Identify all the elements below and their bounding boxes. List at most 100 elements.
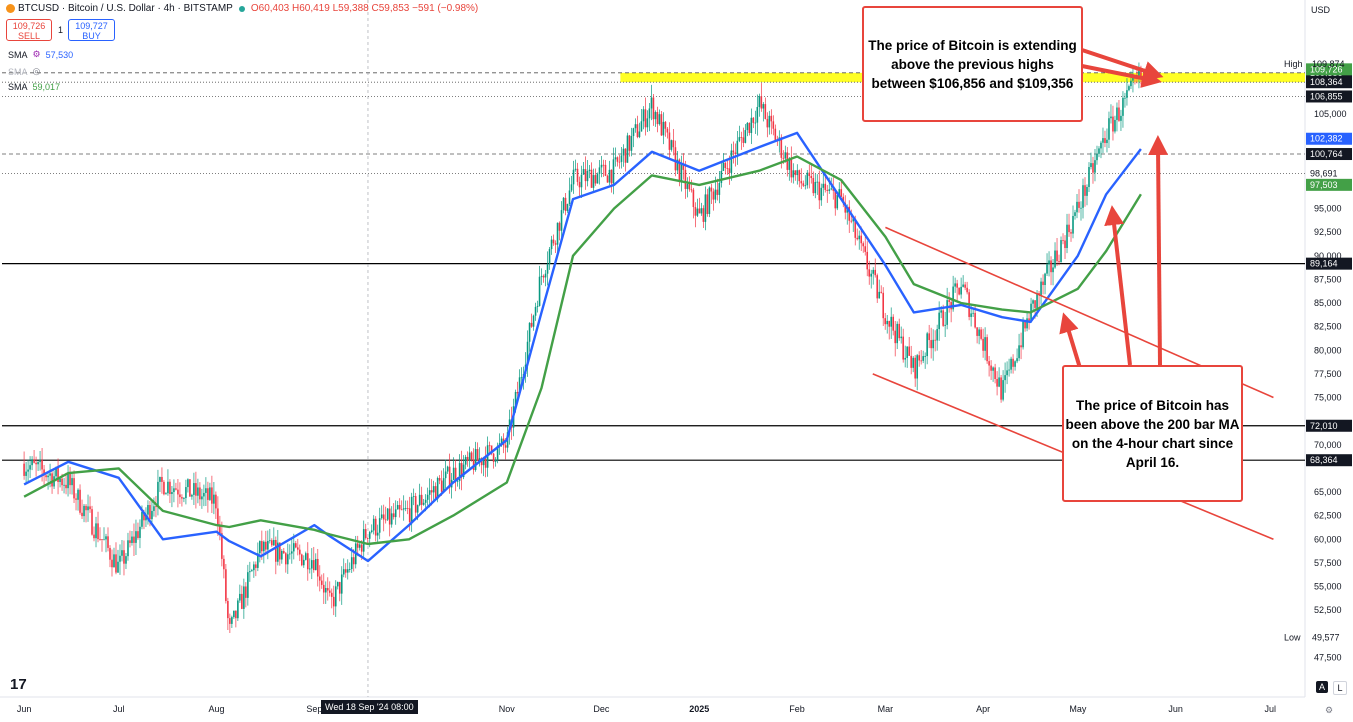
- x-tick-label: Dec: [593, 704, 610, 714]
- price-candle: [161, 476, 163, 482]
- x-tick-label: Mar: [878, 704, 894, 714]
- price-candle: [878, 291, 881, 299]
- price-candle: [520, 377, 523, 379]
- price-candle: [582, 169, 585, 175]
- price-candle: [752, 117, 755, 123]
- price-candle: [221, 533, 223, 559]
- price-candle: [614, 157, 617, 160]
- price-candle: [43, 469, 45, 476]
- price-candle: [780, 137, 783, 158]
- price-candle: [322, 584, 325, 593]
- sell-button[interactable]: 109,726 SELL: [6, 19, 52, 41]
- indicator-row[interactable]: SMA 59,017: [8, 82, 60, 92]
- settings-gear-icon[interactable]: ⚙: [1324, 705, 1334, 715]
- ohlc-values: O60,403 H60,419 L59,388 C59,853 −591 (−0…: [250, 3, 479, 14]
- price-candle: [251, 570, 253, 572]
- hidden-eye-icon[interactable]: ◎: [32, 66, 41, 76]
- price-candle: [774, 128, 777, 141]
- price-candle: [622, 148, 625, 156]
- price-candle: [880, 291, 883, 293]
- price-candle: [1078, 201, 1080, 208]
- price-candle: [666, 128, 669, 133]
- settings-icon[interactable]: ⚙: [32, 49, 41, 59]
- price-candle: [1100, 142, 1102, 149]
- price-candle: [1014, 361, 1016, 367]
- price-candle: [630, 136, 633, 151]
- price-candle: [1036, 293, 1038, 308]
- price-candle: [876, 275, 879, 299]
- price-candle: [374, 518, 377, 536]
- price-candle: [255, 564, 257, 568]
- price-candle: [27, 469, 29, 472]
- price-candle: [163, 481, 165, 495]
- price-candle: [171, 492, 173, 495]
- price-candle: [468, 452, 471, 461]
- price-candle: [556, 222, 559, 245]
- auto-scale-button[interactable]: A: [1316, 681, 1328, 693]
- buy-button[interactable]: 109,727 BUY: [68, 19, 115, 41]
- price-level-tag-label: 100,764: [1310, 149, 1343, 159]
- price-candle: [864, 246, 867, 252]
- price-candle: [263, 541, 265, 552]
- price-candle: [1128, 86, 1130, 91]
- price-candle: [404, 508, 407, 509]
- price-candle: [750, 117, 753, 134]
- price-candle: [1086, 187, 1088, 196]
- price-candle: [908, 346, 910, 356]
- log-scale-button[interactable]: L: [1333, 681, 1347, 695]
- price-candle: [692, 189, 695, 208]
- price-candle: [440, 480, 443, 492]
- price-candle: [318, 576, 321, 581]
- price-tag: [1306, 132, 1352, 145]
- price-candle: [283, 550, 285, 554]
- price-candle: [41, 460, 43, 470]
- price-candle: [558, 222, 561, 231]
- price-extreme-value: 109,874: [1312, 59, 1345, 69]
- price-candle: [636, 124, 639, 138]
- price-candle: [111, 559, 113, 568]
- price-candle: [948, 300, 950, 302]
- price-candle: [584, 169, 587, 182]
- price-candle: [1114, 119, 1116, 132]
- price-candle: [740, 137, 743, 138]
- price-candle: [458, 463, 461, 481]
- price-level-tag-label: 89,164: [1310, 259, 1338, 269]
- currency-selector[interactable]: USD: [1311, 5, 1331, 15]
- price-candle: [990, 365, 992, 371]
- price-candle: [61, 478, 63, 486]
- y-tick-label: 70,000: [1314, 440, 1342, 450]
- price-candle: [860, 235, 863, 244]
- price-candle: [478, 458, 481, 461]
- price-candle: [1090, 163, 1092, 168]
- price-candle: [398, 505, 401, 510]
- annotation-box: The price of Bitcoin is extending above …: [862, 6, 1083, 122]
- price-candle: [233, 610, 235, 618]
- x-tick-label: Nov: [499, 704, 516, 714]
- price-candle: [346, 569, 349, 573]
- price-candle: [189, 479, 191, 497]
- price-candle: [712, 191, 715, 200]
- price-extreme-label: Low: [1284, 633, 1301, 643]
- indicator-row[interactable]: SMA ◎: [8, 66, 40, 77]
- y-tick-label: 47,500: [1314, 652, 1342, 662]
- price-candle: [414, 496, 417, 513]
- price-candle: [576, 168, 579, 182]
- price-candle: [265, 541, 267, 550]
- price-candle: [219, 525, 221, 534]
- price-candle: [71, 478, 73, 486]
- price-candle: [177, 489, 179, 495]
- price-candle: [73, 478, 75, 499]
- price-candle: [1056, 250, 1058, 262]
- price-candle: [610, 169, 613, 184]
- price-candle: [392, 513, 395, 518]
- indicator-row[interactable]: SMA ⚙ 57,530: [8, 49, 73, 60]
- price-candle: [664, 121, 667, 129]
- price-candle: [1080, 207, 1082, 209]
- symbol-title[interactable]: BTCUSD · Bitcoin / U.S. Dollar · 4h · BI…: [18, 3, 233, 14]
- price-candle: [67, 473, 69, 489]
- price-candle: [840, 189, 843, 197]
- price-level-tag: [1306, 76, 1352, 89]
- price-candle: [484, 458, 487, 468]
- price-candle: [1068, 224, 1070, 233]
